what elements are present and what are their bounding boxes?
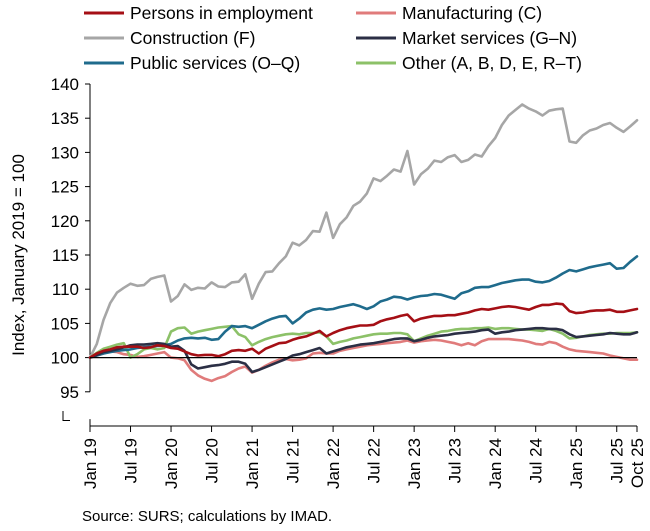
y-tick-label: 120: [51, 212, 79, 231]
legend: Persons in employment Manufacturing (C) Co…: [84, 3, 582, 73]
y-axis-break-mark: [62, 410, 70, 422]
legend-label: Manufacturing (C): [402, 3, 542, 23]
x-tick-label: Jan 19: [81, 438, 100, 489]
y-tick-label: 130: [51, 143, 79, 162]
x-tick-label: Jul 24: [527, 438, 546, 483]
chart: Persons in employment Manufacturing (C) Co…: [9, 3, 647, 489]
y-tick-label: 100: [51, 349, 79, 368]
series-lines: [88, 103, 639, 383]
x-tick-label: Jul 22: [365, 438, 384, 483]
legend-label: Public services (O–Q): [130, 53, 300, 73]
y-tick-label: 105: [51, 314, 79, 333]
series-line-persons-in-employment: [88, 302, 639, 359]
y-tick-label: 115: [52, 246, 79, 265]
series-line-public-services-o-q: [88, 255, 639, 359]
x-tick-label: Jul 20: [203, 438, 222, 483]
x-tick-label: Jul 19: [122, 438, 141, 483]
x-tick-label: Jul 25: [608, 438, 627, 483]
x-tick-label: Oct 25: [628, 438, 647, 488]
y-tick-label: 110: [52, 280, 79, 299]
plot-area: 95 100 105 110 115 120 125 130 135 140 Jan 19 Jul …: [51, 75, 647, 489]
series-line-construction-f: [88, 103, 639, 359]
y-axis-title: Index, January 2019 = 100: [9, 154, 28, 356]
x-tick-label: Jan 24: [486, 438, 505, 489]
y-tick-label: 140: [51, 75, 79, 94]
source-note: Source: SURS; calculations by IMAD.: [82, 508, 333, 525]
y-tick-label: 125: [51, 178, 79, 197]
legend-label: Persons in employment: [130, 3, 313, 23]
x-axis: Jan 19 Jul 19 Jan 20 Jul 20 Jan 21 Jul 21 Jan …: [81, 425, 647, 489]
x-tick-label: Jul 21: [284, 438, 303, 483]
series-line-market-services-g-n: [88, 326, 639, 374]
series-line-manufacturing-c: [88, 337, 639, 383]
y-axis: 95 100 105 110 115 120 125 130 135 140: [51, 75, 91, 426]
x-tick-label: Jan 25: [567, 438, 586, 489]
y-tick-label: 95: [60, 383, 79, 402]
legend-label: Construction (F): [130, 28, 255, 48]
x-tick-label: Jan 22: [324, 438, 343, 489]
x-tick-label: Jan 23: [405, 438, 424, 489]
x-tick-label: Jul 23: [446, 438, 465, 483]
x-tick-label: Jan 21: [243, 438, 262, 489]
legend-label: Other (A, B, D, E, R–T): [402, 53, 582, 73]
y-tick-label: 135: [51, 109, 79, 128]
legend-label: Market services (G–N): [402, 28, 577, 48]
series-line-other-a-b-d-e-r-t: [88, 324, 639, 359]
x-tick-label: Jan 20: [162, 438, 181, 489]
